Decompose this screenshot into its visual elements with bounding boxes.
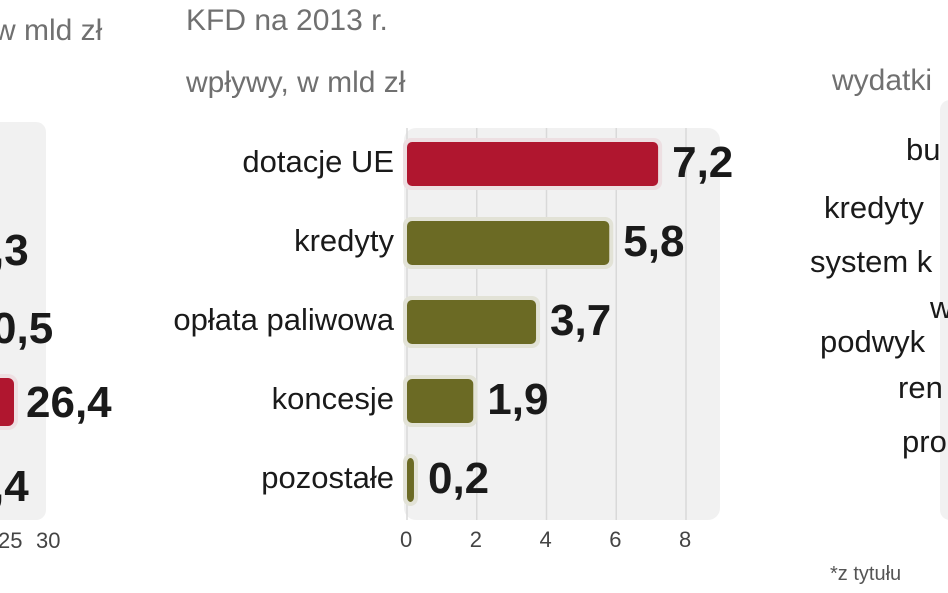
right-category-label: ren	[898, 370, 943, 405]
right-category-label: w	[930, 290, 948, 325]
value-label: 5,8	[623, 217, 685, 266]
left-value-label: ,4	[0, 462, 29, 511]
right-category-label: system k	[810, 244, 933, 279]
x-tick-label: 2	[469, 527, 482, 552]
category-label: pozostałe	[261, 460, 394, 495]
x-tick-label: 6	[609, 527, 622, 552]
left-chart-highlight-bar	[0, 378, 14, 426]
right-category-label: pro	[902, 424, 947, 459]
right-category-label: bu	[906, 132, 941, 167]
bar	[407, 458, 414, 502]
value-label: 7,2	[672, 138, 734, 187]
chart-title: KFD na 2013 r.	[186, 4, 388, 37]
bar	[407, 379, 474, 423]
left-chart-subtitle: w mld zł	[0, 14, 103, 47]
chart-subtitle: wpływy, w mld zł	[186, 66, 406, 99]
value-label: 1,9	[487, 375, 549, 424]
bar	[407, 142, 659, 186]
footnote: *z tytułu	[830, 563, 902, 585]
bar	[407, 221, 610, 265]
value-label: 3,7	[550, 296, 612, 345]
right-category-label: kredyty	[824, 190, 924, 225]
value-label: 0,2	[427, 454, 490, 503]
left-chart-panel	[0, 122, 46, 520]
right-chart-subtitle: wydatki	[832, 64, 933, 97]
left-value-label: 26,4	[26, 378, 112, 427]
x-tick-label: 4	[539, 527, 552, 552]
category-label: opłata paliwowa	[173, 302, 394, 337]
left-value-label: 0,5	[0, 304, 54, 353]
left-value-label: ,3	[0, 226, 29, 275]
x-tick-label: 8	[679, 527, 692, 552]
left-tick-label: 25	[0, 528, 23, 553]
left-tick-label: 30	[36, 528, 61, 553]
category-label: kredyty	[294, 223, 394, 258]
right-chart-panel	[940, 100, 948, 520]
bar	[407, 300, 537, 344]
category-label: koncesje	[271, 381, 394, 416]
category-label: dotacje UE	[242, 144, 394, 179]
x-tick-label: 0	[400, 527, 413, 552]
right-category-label: podwyk	[820, 324, 926, 359]
